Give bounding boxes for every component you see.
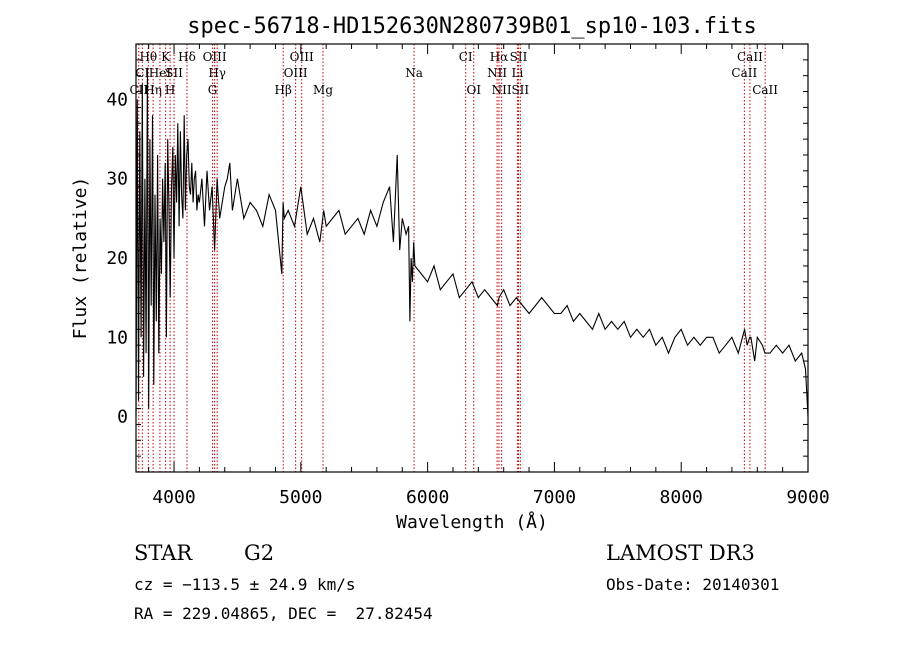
line-label-27: CaII xyxy=(752,83,778,97)
line-label-11: G xyxy=(208,83,218,97)
redshift-cz: cz = −113.5 ± 24.9 km/s xyxy=(134,575,356,594)
plot-frame xyxy=(135,43,809,473)
line-label-1: Hθ xyxy=(139,50,157,64)
line-label-9: OIII xyxy=(203,50,227,64)
x-axis: 4000 5000 6000 7000 8000 9000 xyxy=(148,44,830,508)
y-tick-label-30: 30 xyxy=(106,169,128,190)
line-label-21: NII xyxy=(492,83,512,97)
y-axis-label: Flux (relative) xyxy=(70,177,91,340)
line-label-8: Hδ xyxy=(178,50,196,64)
line-label-20: NII xyxy=(487,66,507,80)
line-label-7: SII xyxy=(165,66,183,80)
coordinates: RA = 229.04865, DEC = 27.82454 xyxy=(134,604,433,623)
flux-series-line xyxy=(135,67,809,417)
line-label-17: CI xyxy=(459,50,473,64)
x-tick-label-6000: 6000 xyxy=(406,487,449,508)
x-tick-label-4000: 4000 xyxy=(152,487,195,508)
y-axis: 0 10 20 30 40 xyxy=(106,59,808,457)
x-tick-label-8000: 8000 xyxy=(660,487,703,508)
line-label-22: SII xyxy=(510,50,528,64)
line-label-13: OIII xyxy=(290,50,314,64)
line-label-26: CaII xyxy=(731,66,757,80)
line-label-23: Li xyxy=(511,66,523,80)
line-label-15: Mg xyxy=(313,83,333,97)
obs-date: Obs-Date: 20140301 xyxy=(606,575,779,594)
line-label-5: K xyxy=(161,50,171,64)
y-tick-label-10: 10 xyxy=(106,327,128,348)
chart-title: spec-56718-HD152630N280739B01_sp10-103.f… xyxy=(187,14,757,39)
line-label-24: SII xyxy=(511,83,529,97)
line-label-14: OIII xyxy=(284,66,308,80)
x-tick-label-9000: 9000 xyxy=(786,487,829,508)
x-tick-label-5000: 5000 xyxy=(279,487,322,508)
line-label-3: Hη xyxy=(144,83,162,97)
object-subclass: G2 xyxy=(244,541,274,565)
y-tick-label-20: 20 xyxy=(106,248,128,269)
line-label-0: CII xyxy=(129,83,148,97)
line-label-18: OI xyxy=(466,83,481,97)
line-label-25: CaII xyxy=(737,50,763,64)
x-axis-label: Wavelength (Å) xyxy=(396,511,548,533)
line-label-19: Hα xyxy=(490,50,509,64)
x-tick-label-7000: 7000 xyxy=(533,487,576,508)
y-tick-label-40: 40 xyxy=(106,89,128,110)
line-label-2: CI xyxy=(135,66,149,80)
object-class: STAR xyxy=(134,541,193,565)
line-label-16: Na xyxy=(405,66,423,80)
line-label-12: Hβ xyxy=(275,83,292,97)
y-tick-label-0: 0 xyxy=(117,407,128,428)
survey-name: LAMOST DR3 xyxy=(606,541,755,565)
line-label-6: H xyxy=(165,83,175,97)
line-label-10: Hγ xyxy=(208,66,226,80)
